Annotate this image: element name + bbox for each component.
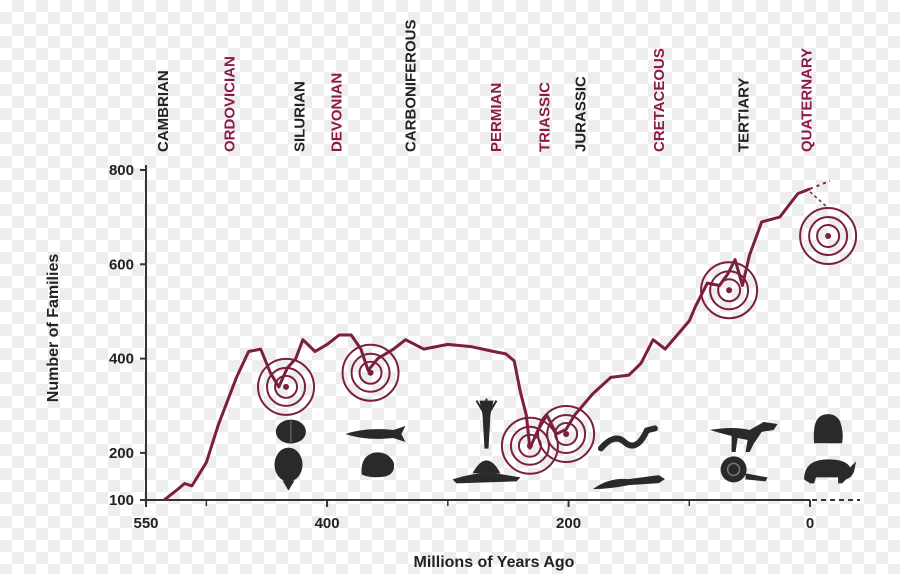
y-tick-label: 400 <box>109 351 134 368</box>
period-label-quaternary: QUATERNARY <box>798 48 815 152</box>
period-label-triassic: TRIASSIC <box>536 82 553 152</box>
series-dashed-projection <box>809 179 831 190</box>
period-label-cretaceous: CRETACEOUS <box>651 48 668 152</box>
ammonite-icon <box>720 456 768 483</box>
period-label-jurassic: JURASSIC <box>573 76 590 152</box>
eurypterid-icon <box>274 447 303 491</box>
gorilla-icon <box>813 414 843 444</box>
period-label-devonian: DEVONIAN <box>329 73 346 152</box>
armored-fish-icon <box>345 426 406 442</box>
axis-ticks: 100 200 400 600 800 550 400 200 0 <box>109 162 814 532</box>
axes <box>145 165 860 501</box>
extinction-marker <box>341 343 400 402</box>
y-tick-label: 600 <box>109 256 134 273</box>
ichthyosaur-icon <box>597 425 658 452</box>
x-tick-label: 400 <box>315 515 340 532</box>
trilobite-icon <box>275 419 306 444</box>
extinction-marker <box>257 357 316 416</box>
x-tick-label: 550 <box>133 515 158 532</box>
period-label-carboniferous: CARBONIFEROUS <box>402 19 419 152</box>
crinoid-icon <box>475 398 498 449</box>
period-labels: CAMBRIAN ORDOVICIAN SILURIAN DEVONIAN CARBON… <box>155 19 815 152</box>
x-tick-label: 0 <box>806 515 814 532</box>
crocodile-icon <box>592 475 665 490</box>
y-tick-label: 100 <box>109 492 134 509</box>
series-line-families <box>163 187 811 502</box>
dimetrodon-icon <box>452 460 521 484</box>
y-tick-label: 200 <box>109 445 134 462</box>
period-label-silurian: SILURIAN <box>291 81 308 152</box>
period-label-cambrian: CAMBRIAN <box>155 70 172 152</box>
fossil-icons <box>274 398 857 491</box>
period-label-permian: PERMIAN <box>488 83 505 152</box>
theropod-icon <box>709 422 778 452</box>
extinction-marker <box>700 261 759 320</box>
y-tick-label: 800 <box>109 162 134 179</box>
coral-icon <box>361 452 395 478</box>
y-axis-title: Number of Families <box>45 254 62 403</box>
x-axis-title: Millions of Years Ago <box>414 554 575 571</box>
extinction-marker <box>537 405 596 463</box>
rhino-icon <box>804 459 857 484</box>
period-label-tertiary: TERTIARY <box>736 78 753 152</box>
period-label-ordovician: ORDOVICIAN <box>221 56 238 152</box>
extinction-marker <box>799 191 858 265</box>
x-tick-label: 200 <box>556 515 581 532</box>
extinction-markers <box>257 191 858 475</box>
